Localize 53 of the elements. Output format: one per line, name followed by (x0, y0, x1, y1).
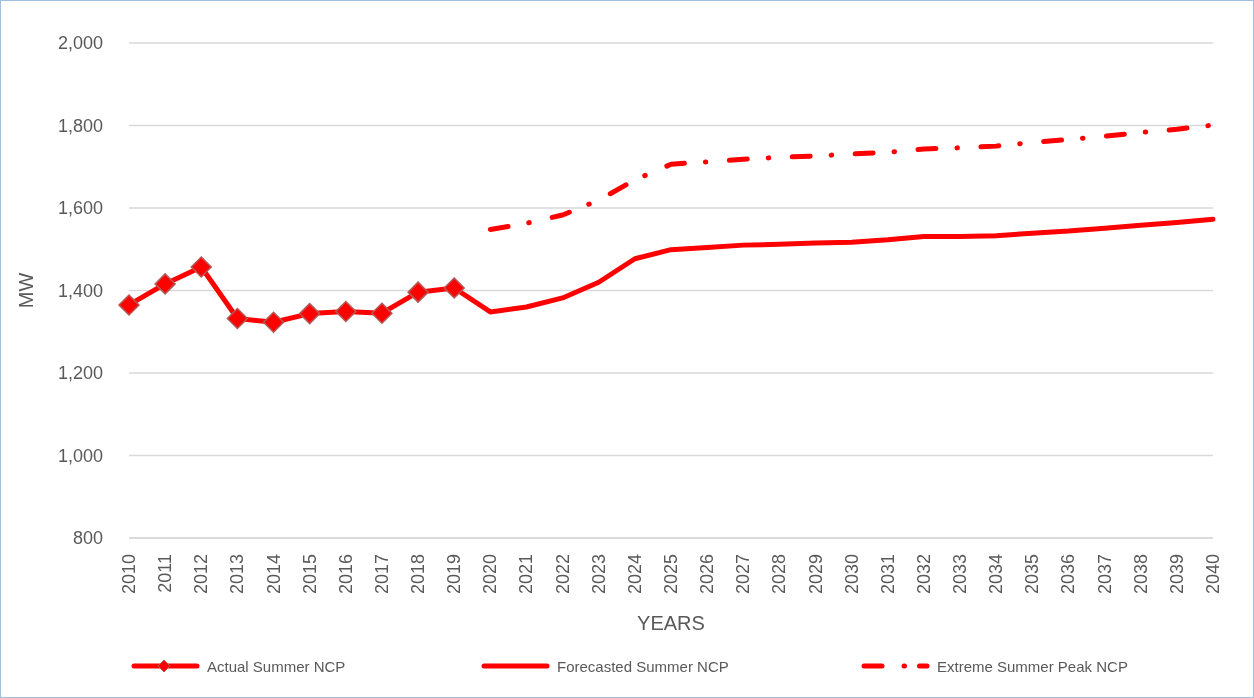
x-tick-label: 2027 (733, 554, 754, 595)
x-tick-label: 2032 (913, 554, 934, 595)
x-tick-label: 2035 (1022, 554, 1043, 595)
x-tick-label: 2024 (624, 554, 645, 595)
x-tick-label: 2025 (661, 554, 681, 595)
x-axis-title: YEARS (637, 612, 705, 634)
y-tick-label: 1,000 (57, 445, 103, 466)
x-tick-label: 2017 (371, 554, 392, 595)
x-tick-label: 2039 (1166, 554, 1187, 595)
x-tick-label: 2011 (155, 554, 176, 593)
x-tick-label: 2022 (552, 554, 573, 595)
point (118, 294, 140, 316)
x-tick-label: 2019 (444, 554, 465, 595)
x-tick-label: 2010 (119, 554, 139, 595)
point (371, 302, 393, 324)
y-axis-title: MW (15, 272, 37, 309)
point (262, 311, 285, 334)
x-tick-label: 2020 (480, 554, 501, 595)
x-tick-label: 2026 (697, 554, 718, 595)
point (190, 256, 213, 278)
x-tick-label: 2037 (1094, 554, 1115, 595)
point (154, 273, 176, 295)
y-tick-label: 1,400 (57, 280, 103, 301)
x-tick-label: 2033 (950, 554, 971, 595)
y-tick-label: 1,800 (57, 115, 103, 136)
x-tick-label: 2031 (877, 554, 898, 595)
x-tick-label: 2034 (986, 554, 1007, 595)
point (443, 277, 465, 299)
x-tick-label: 2015 (299, 554, 320, 595)
x-tick-label: 2040 (1203, 554, 1223, 595)
x-tick-label: 2016 (335, 554, 356, 595)
x-tick-label: 2013 (227, 554, 248, 595)
x-tick-label: 2023 (588, 554, 609, 595)
x-tick-label: 2018 (408, 554, 429, 595)
point (407, 281, 429, 303)
x-tick-label: 2021 (516, 554, 537, 595)
y-tick-label: 2,000 (57, 33, 103, 54)
y-tick-label: 1,600 (57, 198, 103, 219)
legend-label: Extreme Summer Peak NCP (937, 657, 1128, 675)
legend-label: Actual Summer NCP (207, 657, 346, 675)
point (226, 307, 249, 330)
x-tick-label: 2029 (805, 554, 826, 595)
x-tick-label: 2030 (841, 554, 862, 595)
y-tick-label: 1,200 (57, 363, 103, 384)
x-tick-label: 2038 (1130, 554, 1151, 595)
legend-label: Forecasted Summer NCP (557, 657, 729, 675)
y-tick-label: 800 (72, 528, 103, 549)
x-tick-label: 2012 (191, 554, 212, 595)
x-tick-label: 2036 (1058, 554, 1079, 595)
point (298, 302, 321, 325)
x-tick-label: 2014 (263, 554, 284, 595)
x-tick-label: 2028 (769, 554, 790, 595)
point (335, 300, 357, 323)
